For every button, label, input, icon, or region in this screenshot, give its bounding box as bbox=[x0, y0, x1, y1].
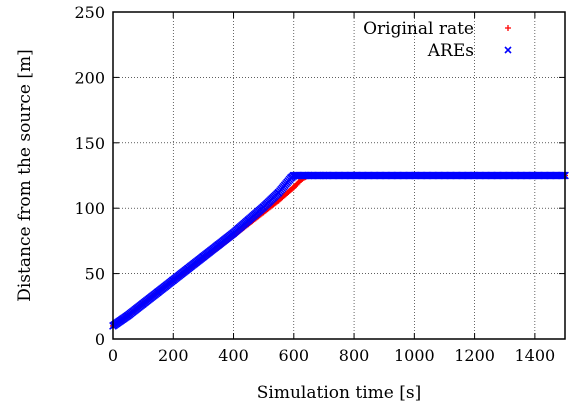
legend-label-original-rate: Original rate bbox=[363, 19, 474, 39]
plot-frame bbox=[112, 11, 566, 340]
y-tick-label: 250 bbox=[74, 3, 105, 22]
x-axis-label: Simulation time [s] bbox=[257, 383, 421, 403]
legend-marker-original-rate bbox=[505, 25, 511, 31]
y-axis-label: Distance from the source [m] bbox=[15, 49, 35, 302]
x-tick-label: 1400 bbox=[515, 346, 556, 365]
x-tick-label: 1200 bbox=[454, 346, 495, 365]
axis-ticks: 0 200 400 600 800 1000 1200 1400 0 50 100 150 200 250 bbox=[74, 3, 565, 365]
data-point bbox=[559, 171, 568, 180]
x-tick-label: 1000 bbox=[394, 346, 435, 365]
legend: Original rate AREs bbox=[363, 19, 512, 61]
y-tick-label: 200 bbox=[74, 68, 105, 87]
y-tick-label: 100 bbox=[74, 199, 105, 218]
x-tick-label: 800 bbox=[339, 346, 370, 365]
x-tick-label: 400 bbox=[218, 346, 249, 365]
series-layer bbox=[109, 171, 569, 330]
series-original-rate bbox=[110, 172, 568, 329]
legend-marker-ares bbox=[504, 46, 512, 54]
x-tick-label: 600 bbox=[279, 346, 310, 365]
y-tick-label: 50 bbox=[85, 265, 105, 284]
x-tick-label: 0 bbox=[108, 346, 118, 365]
y-tick-label: 150 bbox=[74, 134, 105, 153]
x-tick-label: 200 bbox=[158, 346, 189, 365]
legend-label-ares: AREs bbox=[427, 41, 474, 61]
series-ares bbox=[109, 171, 569, 330]
y-tick-label: 0 bbox=[95, 330, 105, 349]
